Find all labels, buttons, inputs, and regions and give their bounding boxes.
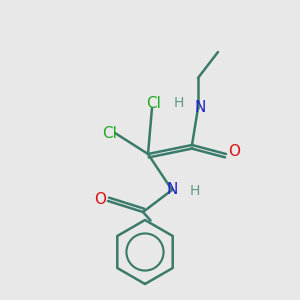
Text: O: O — [94, 191, 106, 206]
Text: O: O — [228, 143, 240, 158]
Text: Cl: Cl — [103, 127, 117, 142]
Text: N: N — [166, 182, 178, 196]
Text: H: H — [174, 96, 184, 110]
Text: H: H — [190, 184, 200, 198]
Text: N: N — [194, 100, 206, 115]
Text: Cl: Cl — [147, 95, 161, 110]
